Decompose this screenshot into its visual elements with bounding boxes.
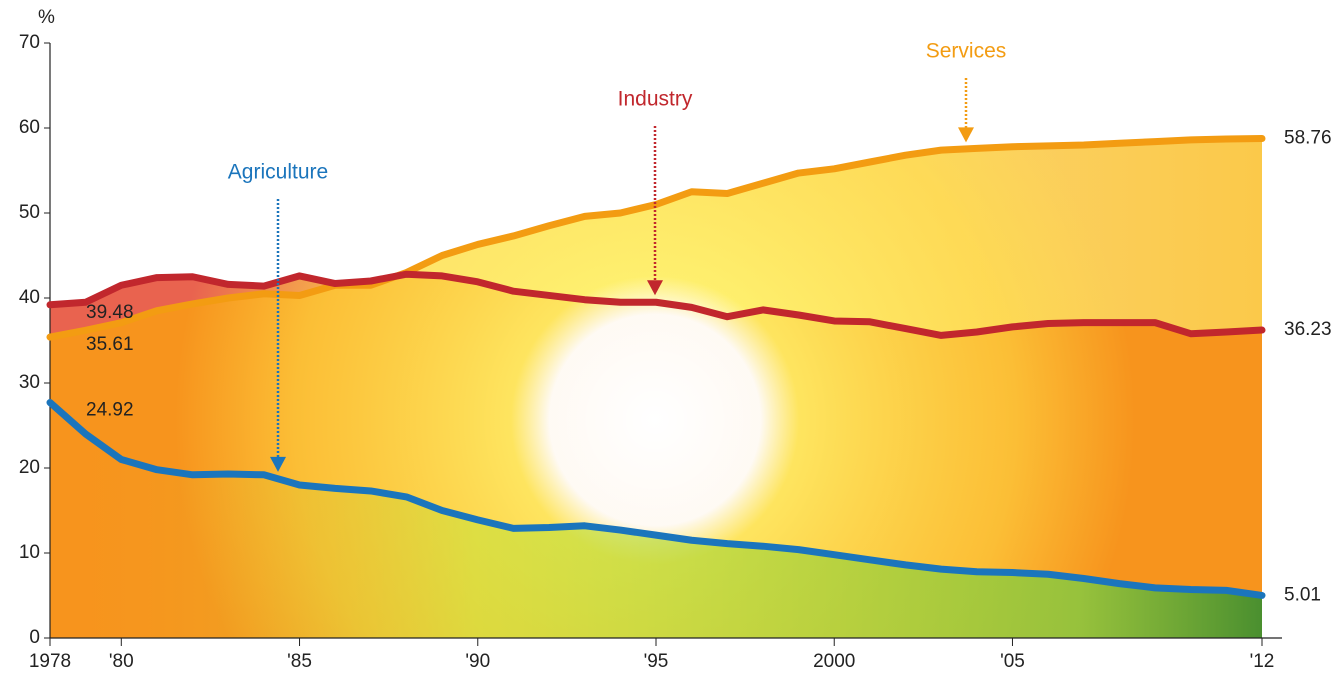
x-tick-label: '80 [109,651,134,672]
x-tick-label: 2000 [813,651,855,672]
y-tick-label: 20 [19,457,40,478]
y-tick-label: 60 [19,117,40,138]
y-tick-label: 70 [19,32,40,53]
series-line [46,399,1266,599]
start-value-label: 39.48 [86,302,134,323]
x-tick-label: '90 [465,651,490,672]
y-tick-label: 0 [29,627,40,648]
start-value-label: 24.92 [86,400,134,421]
end-value-label: 58.76 [1284,128,1332,149]
x-tick-label: '05 [1000,651,1025,672]
y-tick-label: 10 [19,542,40,563]
series-label: Industry [618,88,693,111]
agriculture-area [50,402,1262,638]
y-tick-label: 50 [19,202,40,223]
series-label: Services [926,40,1007,63]
y-unit: % [38,7,55,28]
x-tick-label: 1978 [29,651,71,672]
y-tick-label: 30 [19,372,40,393]
start-value-label: 35.61 [86,334,134,355]
series-line [46,270,1266,339]
end-value-label: 36.23 [1284,319,1332,340]
x-tick-label: '95 [644,651,669,672]
x-tick-label: '12 [1250,651,1275,672]
pointer-head [647,280,663,296]
pointer-head [270,456,286,472]
end-value-label: 5.01 [1284,584,1321,605]
series-line [46,135,1266,341]
y-tick-label: 40 [19,287,40,308]
series-label: Agriculture [228,161,328,184]
x-tick-label: '85 [287,651,312,672]
pointer-head [958,127,974,143]
